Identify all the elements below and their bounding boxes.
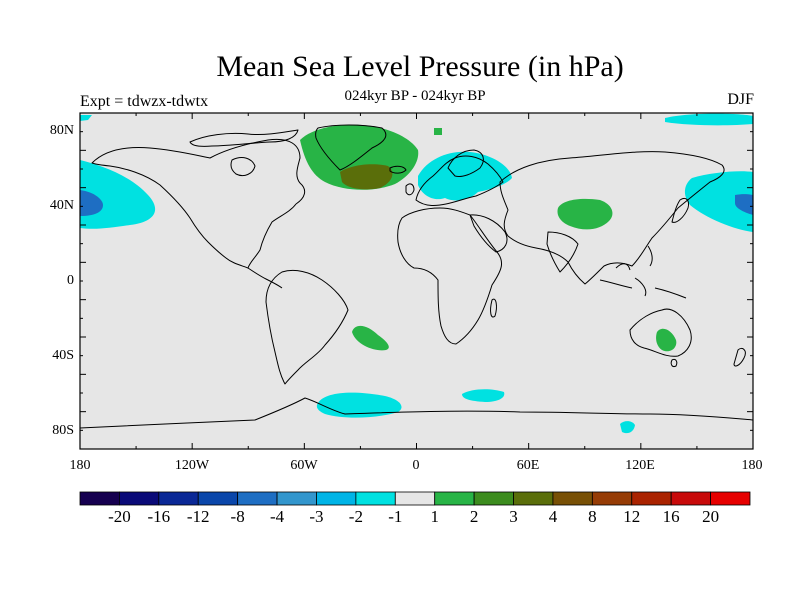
coastline-new-zealand [733,347,746,367]
anomaly-region-blue [80,190,103,216]
lon-label-180w: 180 [69,458,91,473]
colorbar-swatch [316,491,357,506]
coastline-arctic-islands [189,129,299,147]
coastline-south-america [265,269,349,385]
colorbar-swatch [670,491,711,506]
lon-label-60e: 60E [516,458,540,473]
anomaly-region-green [352,325,389,351]
colorbar-label: 20 [702,507,720,526]
anomaly-region-blue [735,194,753,215]
coastline-central-america [247,267,283,289]
colorbar-label: 2 [469,507,479,526]
experiment-label: Expt = tdwzx-tdwtx [80,93,209,110]
colorbar-swatch [394,491,436,506]
lon-label-120e: 120E [625,458,655,473]
coastline-asia [499,151,725,285]
coastline-india [546,231,579,273]
colorbar-swatch [276,491,317,506]
colorbar-label: -1 [388,507,403,526]
lat-label-80n: 80N [49,123,74,138]
coastline-arabia [469,214,508,253]
coastline-indonesia [599,263,687,299]
anomaly-region-green [656,328,677,352]
colorbar-swatch [158,491,199,506]
coastline-antarctica [79,397,754,429]
colorbar-swatch [473,491,514,506]
coastline-europe [415,155,504,206]
colorbar-swatch [237,491,278,506]
colorbar-label: 16 [662,507,680,526]
colorbar-swatch [355,491,396,506]
colorbar-label: -2 [348,507,363,526]
coastline-philippines [647,245,653,267]
colorbar-label: 8 [588,507,597,526]
coastline-africa [397,207,503,345]
colorbar-swatch [710,491,751,506]
colorbar-label: 1 [430,507,439,526]
colorbar-label: -16 [147,507,171,526]
anomaly-region-cyan [462,389,505,402]
map-ticks [79,112,754,450]
season-label: DJF [727,91,754,108]
map-background [80,113,753,449]
lat-label-0: 0 [67,273,74,288]
colorbar-label: -8 [230,507,245,526]
colorbar-label: -12 [186,507,210,526]
coastline-iceland [389,165,407,174]
colorbar-label: 4 [548,507,558,526]
lon-label-180e: 180 [741,458,763,473]
map-subtitle: 024kyr BP - 024kyr BP [344,88,486,104]
coastline-madagascar [490,298,497,318]
colorbar-label: -3 [309,507,324,526]
anomaly-regions [80,113,753,434]
colorbar [79,491,751,506]
coastlines [79,124,754,429]
colorbar-swatch [552,491,593,506]
coastline-tasmania [670,359,678,367]
coastline-greenland [315,124,387,171]
colorbar-label: -4 [269,507,285,526]
lon-label-0: 0 [412,458,420,473]
anomaly-region-green [557,198,613,230]
colorbar-swatch [197,491,239,506]
map-title: Mean Sea Level Pressure (in hPa) [216,50,624,83]
lat-label-40s: 40S [52,348,74,363]
anomaly-region-green [434,128,442,135]
coastline-north-america [91,138,306,269]
coastline-australia [629,308,692,357]
lat-label-80s: 80S [52,423,74,438]
anomaly-region-darkgreen [340,164,393,190]
coastline-japan [671,197,689,223]
colorbar-label: -20 [108,507,131,526]
colorbar-swatch [434,491,475,506]
lon-label-120w: 120W [174,458,210,473]
lon-label-60w: 60W [290,458,318,473]
colorbar-swatch [513,491,554,506]
anomaly-region-cyan [684,171,753,232]
anomaly-region-cyan [620,421,635,434]
coastline-uk [405,183,415,196]
coastline-scandinavia [447,149,484,177]
anomaly-region-cyan [80,115,92,121]
colorbar-swatch [591,491,633,506]
coastline-hudson-bay [230,157,256,177]
colorbar-swatch [119,491,160,506]
colorbar-swatch [631,491,672,506]
lat-label-40n: 40N [49,198,74,213]
colorbar-swatch [79,491,120,506]
anomaly-region-cyan [665,113,753,126]
colorbar-label: 3 [509,507,518,526]
colorbar-label: 12 [623,507,641,526]
